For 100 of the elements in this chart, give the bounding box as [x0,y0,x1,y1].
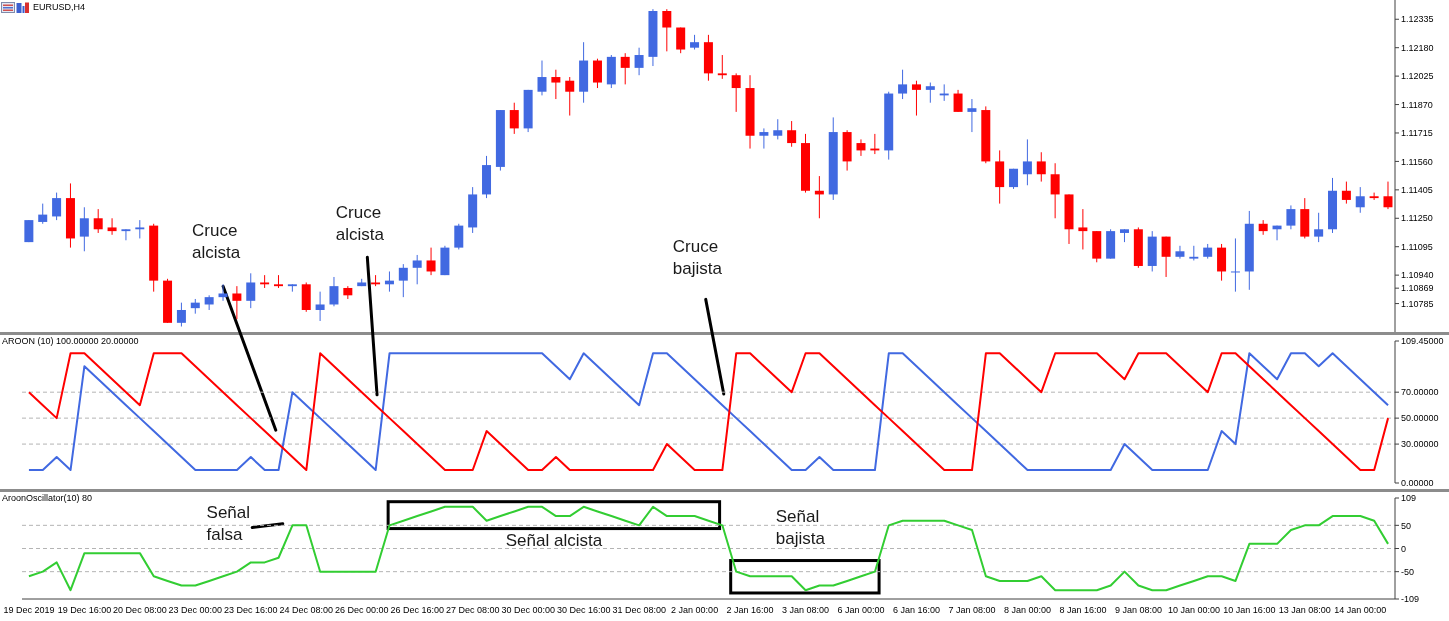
candlestick [731,72,741,113]
y-tick-label: 1.11095 [1401,241,1433,252]
x-tick-label: 3 Jan 08:00 [782,605,830,616]
y-tick-label: 50.00000 [1401,413,1439,424]
x-tick-label: 10 Jan 16:00 [1223,605,1276,616]
x-tick-label: 10 Jan 00:00 [1167,605,1220,616]
candlestick [1175,245,1185,260]
y-tick-label: 109.45000 [1401,336,1444,347]
candlestick [1383,181,1393,210]
y-tick-label: 70.00000 [1401,387,1439,398]
candlestick [52,192,62,221]
line-series [27,352,1390,472]
x-tick-label: 7 Jan 08:00 [948,605,996,616]
candlestick [1286,204,1296,230]
x-tick-label: 8 Jan 16:00 [1059,605,1107,616]
candlestick [454,223,464,250]
y-tick-label: 30.00000 [1401,439,1439,450]
y-tick-label: 1.12335 [1401,14,1434,25]
x-tick-label: 14 Jan 00:00 [1334,605,1387,616]
candlestick [1341,181,1351,205]
x-tick-label: 9 Jan 08:00 [1114,605,1162,616]
candlestick [717,54,727,80]
annotation: Cruce bajista [672,236,723,281]
candlestick [1161,236,1171,278]
x-tick-label: 19 Dec 2019 [3,605,55,616]
candlestick [1078,208,1088,250]
y-tick-label: 1.11715 [1401,128,1433,139]
x-tick-label: 30 Dec 16:00 [556,605,611,616]
annotation: Señal bajista [775,506,826,551]
candlestick [1355,186,1365,214]
candlestick [121,228,131,241]
y-tick-label: 1.12180 [1401,42,1434,53]
y-tick-label: 1.10940 [1401,270,1434,281]
candlestick [329,276,339,307]
x-tick-label: 24 Dec 08:00 [279,605,334,616]
y-tick-label: 1.11250 [1401,213,1433,224]
candlestick [787,120,797,148]
candlestick [218,283,228,302]
candlestick [759,127,769,150]
x-tick-label: 6 Jan 00:00 [837,605,885,616]
candlestick [1217,243,1227,282]
annotation: Cruce alcista [192,220,242,265]
candlestick [412,254,422,285]
y-tick-label: 1.11870 [1401,99,1433,110]
y-tick-label: 1.11560 [1401,156,1433,167]
candlestick [176,302,186,327]
candlestick [911,80,921,117]
x-tick-label: 23 Dec 00:00 [168,605,223,616]
candlestick [662,8,672,52]
candlestick [315,291,325,322]
y-tick-label: 0.00000 [1401,478,1434,489]
candlestick [565,76,575,117]
x-tick-label: 31 Dec 08:00 [612,605,666,616]
candlestick [107,217,117,236]
x-tick-label: 6 Jan 16:00 [893,605,941,616]
y-tick-label: 0 [1401,543,1407,554]
y-tick-label: 109 [1401,493,1417,504]
candlestick [953,89,963,113]
candlestick [509,102,519,135]
x-tick-label: 20 Dec 08:00 [113,605,167,616]
candlestick [925,82,935,104]
x-tick-label: 19 Dec 16:00 [57,605,112,616]
x-tick-label: 23 Dec 16:00 [224,605,278,616]
x-tick-label: 2 Jan 16:00 [726,605,774,616]
annotation: Señal alcista [505,529,604,552]
candlestick [135,219,145,239]
candlestick [773,118,783,140]
y-tick-label: -109 [1401,594,1420,605]
candlestick [232,285,242,320]
candlestick [592,58,602,89]
candlestick [620,52,630,85]
x-tick-label: 26 Dec 00:00 [335,605,389,616]
candlestick [898,69,908,100]
x-tick-label: 30 Dec 00:00 [501,605,555,616]
x-tick-label: 26 Dec 16:00 [390,605,445,616]
candlestick [551,69,561,100]
annotation: Señal falsa [206,501,252,546]
line-series [27,505,1390,592]
candlestick [93,208,103,234]
candlestick [1022,138,1032,186]
y-tick-label: 1.11405 [1401,185,1433,196]
candlestick [1036,151,1046,183]
y-tick-label: 1.10869 [1401,283,1434,294]
x-tick-label: 13 Jan 08:00 [1278,605,1331,616]
candlestick [398,263,408,298]
candlestick [79,206,89,252]
x-tick-label: 27 Dec 08:00 [445,605,500,616]
candlestick [1314,212,1324,243]
candlestick [1369,192,1379,201]
y-tick-label: 1.10785 [1401,298,1434,309]
y-tick-label: 50 [1401,520,1412,531]
candlestick [537,60,547,96]
candlestick [634,47,644,76]
candlestick [1230,237,1240,293]
annotation: Cruce alcista [335,202,386,247]
y-tick-label: -50 [1401,566,1415,577]
x-tick-label: 2 Jan 00:00 [671,605,719,616]
candlestick [856,138,866,157]
candlestick [1050,162,1060,219]
chart-title: EURUSD,H4 [33,2,86,13]
